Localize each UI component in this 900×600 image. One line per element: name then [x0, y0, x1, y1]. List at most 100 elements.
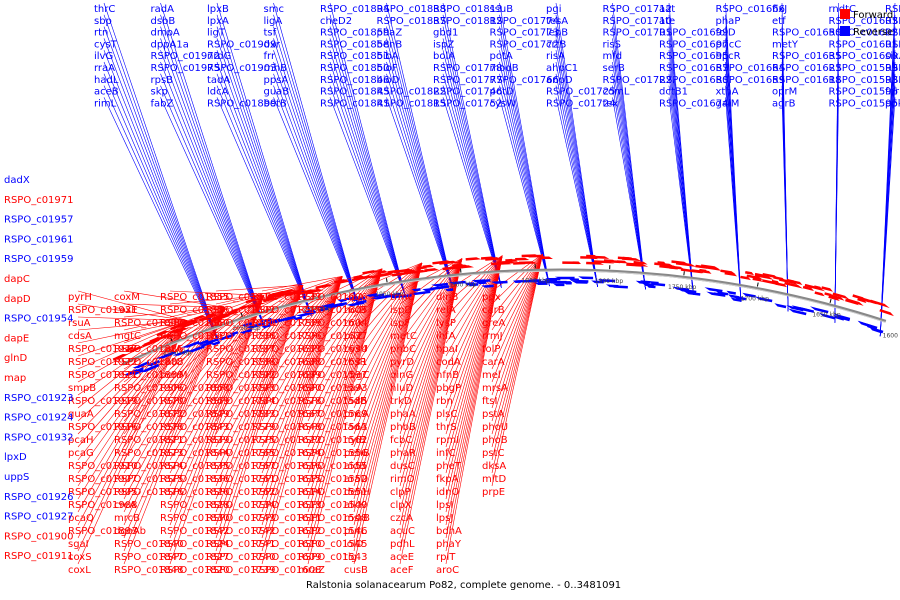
- gene-label: aat: [659, 4, 675, 15]
- gene-label-line: [399, 258, 463, 396]
- reverse-gene-arrow: [210, 340, 221, 346]
- gene-label-line: [169, 295, 265, 435]
- gene-label: RSPO_c01843: [160, 422, 230, 433]
- reverse-gene-arrow: [730, 297, 742, 302]
- gene-label: RSPO_c01971: [4, 195, 74, 206]
- reverse-gene-arrow: [355, 299, 367, 304]
- gene-label: bdhA: [436, 526, 462, 537]
- reverse-gene-arrow: [436, 285, 450, 289]
- gene-label: metY: [772, 39, 799, 50]
- gene-label: smc: [264, 4, 284, 15]
- gene-label-line: [399, 258, 463, 513]
- gene-label: RSPO_c01734: [206, 500, 276, 511]
- gene-label-line: [353, 262, 423, 487]
- reverse-gene-arrow: [239, 328, 252, 334]
- gene-label-line: [386, 97, 454, 292]
- gene-label: clpX: [390, 500, 412, 511]
- forward-gene-arrow: [802, 285, 814, 291]
- gene-label: pcaQ: [68, 513, 94, 524]
- gene-label: RSPO_c01604: [298, 318, 368, 329]
- gene-label: RSPO_c01906: [114, 383, 184, 394]
- forward-gene-arrow: [377, 270, 388, 274]
- gene-label: RSPO_c01612: [252, 526, 322, 537]
- gene-label-line: [499, 61, 550, 287]
- genome-backbone: [121, 268, 887, 366]
- gene-label: RSPO_c01888: [114, 357, 184, 368]
- gene-label: pstA: [482, 409, 504, 420]
- gene-label: RSPO_c01856: [160, 305, 230, 316]
- gene-label: RSPO_c01599: [829, 63, 899, 74]
- gene-label: galM: [716, 98, 740, 109]
- gene-label-line: [399, 258, 463, 409]
- gene-label-line: [261, 276, 343, 539]
- gene-label: RSPO_c01680: [659, 75, 729, 86]
- gene-label-line: [77, 320, 188, 396]
- gene-label-line: [329, 61, 407, 298]
- gene-label: hpcR: [716, 51, 741, 62]
- reverse-gene-arrow: [370, 294, 392, 300]
- gene-label-line: [160, 50, 266, 329]
- gene-label-line: [386, 2, 454, 292]
- gene-label-line: [307, 268, 383, 448]
- gene-label-line: [399, 258, 463, 344]
- gene-label: dksA: [482, 461, 506, 472]
- gene-label: RSPO_c01886: [114, 344, 184, 355]
- gene-label: coxL: [68, 565, 91, 576]
- gene-label-line: [273, 14, 359, 306]
- gene-label-line: [77, 320, 188, 357]
- forward-gene-arrow: [210, 317, 223, 323]
- gene-label-line: [215, 285, 304, 526]
- gene-label: RSPO_c01957: [4, 215, 74, 226]
- gene-label: rpsB: [151, 75, 174, 86]
- gene-label: RSPO_c01573: [885, 39, 900, 50]
- gene-label: cysW: [490, 98, 517, 109]
- gene-label-line: [555, 85, 598, 287]
- forward-gene-arrow: [178, 319, 199, 327]
- gene-label-line: [442, 14, 502, 288]
- gene-label: lpxA: [207, 16, 229, 27]
- gene-label-line: [169, 295, 265, 448]
- gene-label-line: [329, 50, 407, 298]
- gene-label-line: [555, 14, 598, 287]
- gene-label-line: [442, 73, 502, 288]
- gene-label-line: [160, 73, 266, 329]
- gene-label: tig: [344, 552, 357, 563]
- gene-label: rtn: [94, 28, 108, 39]
- gene-label-line: [499, 14, 550, 287]
- gene-label-line: [399, 258, 463, 422]
- gene-label: RSPO_c01772: [490, 39, 560, 50]
- gene-label-line: [353, 262, 423, 513]
- scale-tick-mark: [385, 278, 388, 283]
- gene-label: RSPO_c01837: [377, 16, 447, 27]
- reverse-gene-arrow: [481, 284, 494, 288]
- gene-label: RSPO_c01903: [207, 63, 277, 74]
- gene-label: ilvG: [94, 51, 113, 62]
- forward-gene-arrow: [813, 285, 823, 290]
- gene-label: RSPO_c01899: [207, 98, 277, 109]
- forward-gene-arrow: [870, 299, 890, 309]
- gene-label: RSPO_c01688: [252, 357, 322, 368]
- gene-label: rbn: [436, 396, 453, 407]
- gene-label-line: [399, 258, 463, 487]
- gene-label: dinB: [436, 292, 458, 303]
- gene-label-line: [353, 262, 423, 344]
- gene-label: rimL: [94, 98, 117, 109]
- forward-gene-arrow: [830, 294, 845, 301]
- gene-label-line: [353, 262, 423, 292]
- gene-label: clpP: [390, 487, 411, 498]
- reverse-gene-arrow: [124, 367, 144, 376]
- gene-label: trmC: [390, 292, 415, 303]
- gene-label: RSPO_c01725: [546, 87, 616, 98]
- gene-label: relA: [436, 305, 456, 316]
- gene-label: ppx: [482, 292, 501, 303]
- gene-label-line: [215, 285, 304, 474]
- gene-label-line: [77, 303, 188, 321]
- gene-label-line: [499, 50, 550, 287]
- reverse-gene-arrow: [292, 316, 303, 321]
- reverse-gene-arrow: [217, 333, 235, 340]
- gene-label: cysT: [94, 39, 118, 50]
- legend-forward-swatch: [840, 9, 850, 19]
- gene-label-line: [261, 276, 343, 422]
- gene-label: RSPO_c01611: [252, 513, 322, 524]
